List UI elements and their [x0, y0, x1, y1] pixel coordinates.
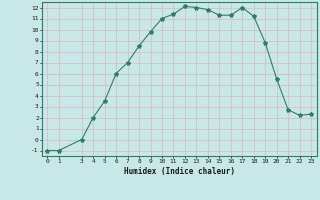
X-axis label: Humidex (Indice chaleur): Humidex (Indice chaleur)	[124, 167, 235, 176]
